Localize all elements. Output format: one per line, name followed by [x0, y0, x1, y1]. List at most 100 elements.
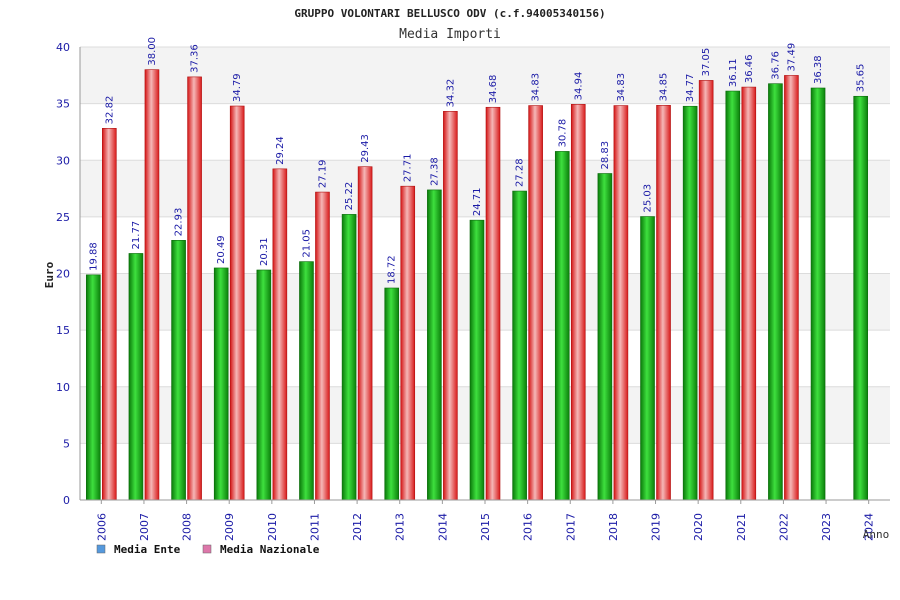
- bar-media-ente: [341, 214, 357, 501]
- x-tick-label: 2022: [777, 513, 790, 541]
- bar-media-nazionale: [443, 111, 458, 501]
- bar-media-nazionale: [357, 166, 373, 501]
- x-tick-label: 2021: [735, 513, 748, 541]
- data-label-media-ente: 19.88: [88, 242, 99, 271]
- bar-media-ente: [256, 269, 272, 501]
- data-label-media-nazionale: 32.82: [104, 96, 115, 125]
- data-label-media-nazionale: 27.19: [317, 159, 328, 188]
- bar-media-ente: [597, 173, 613, 501]
- x-tick-label: 2017: [564, 513, 577, 541]
- data-label-media-nazionale: 34.32: [445, 79, 456, 108]
- y-tick-label: 35: [56, 98, 70, 111]
- y-tick-label: 25: [56, 211, 70, 224]
- bar-media-nazionale: [272, 168, 288, 501]
- data-labels: 19.88 32.82 21.77 38.00 22.93 37.36 20.49 34.79…: [88, 37, 866, 284]
- data-label-media-ente: 36.38: [813, 55, 824, 84]
- bar-media-nazionale: [315, 191, 330, 501]
- bar-media-ente: [554, 151, 570, 501]
- data-label-media-ente: 36.76: [770, 51, 781, 80]
- y-tick-label: 20: [56, 268, 70, 281]
- data-label-media-ente: 21.77: [131, 221, 142, 250]
- bar-media-nazionale: [698, 80, 714, 501]
- bar-media-ente: [682, 105, 698, 501]
- chart-subtitle: Media Importi: [399, 27, 501, 42]
- legend-label-media-ente: Media Ente: [114, 543, 181, 556]
- x-tick-label: 2024: [863, 513, 876, 541]
- x-tick-label: 2008: [181, 513, 194, 541]
- data-label-media-nazionale: 27.71: [403, 154, 414, 183]
- data-label-media-ente: 27.28: [515, 158, 526, 187]
- y-axis-label: Euro: [43, 261, 56, 288]
- x-tick-label: 2020: [692, 513, 705, 541]
- bar-media-ente: [171, 240, 186, 501]
- bar-media-ente: [213, 267, 229, 501]
- y-tick-label: 30: [56, 154, 70, 167]
- x-tick-label: 2012: [351, 513, 364, 541]
- x-tick-label: 2010: [266, 513, 279, 541]
- data-label-media-ente: 25.03: [643, 184, 654, 213]
- data-label-media-nazionale: 29.24: [275, 136, 286, 165]
- bar-media-nazionale: [229, 105, 245, 501]
- bar-media-ente: [725, 90, 741, 501]
- data-label-media-ente: 30.78: [557, 119, 568, 148]
- data-label-media-ente: 36.11: [728, 58, 739, 87]
- bar-media-ente: [640, 216, 655, 501]
- x-tick-label: 2019: [650, 513, 663, 541]
- data-label-media-ente: 28.83: [600, 141, 611, 170]
- x-axis-ticks: 2006 2007 2008 2009 2010 2011 2012 2013 2014 2015…: [95, 500, 876, 541]
- data-label-media-ente: 25.22: [344, 182, 355, 211]
- x-tick-label: 2016: [522, 513, 535, 541]
- bar-media-ente: [768, 83, 783, 501]
- data-label-media-nazionale: 34.85: [659, 73, 670, 102]
- bar-media-nazionale: [570, 104, 586, 501]
- bar-media-ente: [299, 261, 314, 501]
- bar-media-ente: [427, 189, 442, 501]
- chart-title: GRUPPO VOLONTARI BELLUSCO ODV (c.f.94005…: [294, 7, 605, 20]
- data-label-media-nazionale: 34.83: [616, 73, 627, 102]
- data-label-media-ente: 35.65: [856, 64, 867, 93]
- data-label-media-nazionale: 37.49: [786, 43, 797, 72]
- data-label-media-ente: 22.93: [174, 208, 185, 237]
- bar-media-nazionale: [784, 75, 799, 501]
- x-tick-label: 2007: [138, 513, 151, 541]
- data-label-media-nazionale: 36.46: [744, 54, 755, 83]
- bar-media-nazionale: [613, 105, 629, 501]
- x-tick-label: 2006: [95, 513, 108, 541]
- data-label-media-ente: 20.49: [216, 235, 227, 264]
- bar-media-nazionale: [400, 185, 416, 501]
- bar-media-nazionale: [102, 128, 117, 501]
- x-tick-label: 2009: [223, 513, 236, 541]
- y-tick-label: 15: [56, 324, 70, 337]
- y-tick-label: 10: [56, 381, 70, 394]
- bar-media-nazionale: [144, 69, 160, 501]
- bar-media-nazionale: [187, 76, 202, 501]
- bar-media-ente: [853, 95, 868, 501]
- legend: Media Ente Media Nazionale: [96, 543, 320, 556]
- x-tick-label: 2011: [308, 513, 321, 541]
- data-label-media-ente: 20.31: [259, 237, 270, 266]
- data-label-media-nazionale: 37.36: [190, 44, 201, 73]
- bar-media-ente: [512, 190, 527, 501]
- y-tick-label: 0: [63, 494, 70, 507]
- y-axis-ticks: 0 5 10 15 20 25 30 35 40: [56, 41, 70, 507]
- bar-media-ente: [469, 219, 485, 501]
- bar-media-ente: [810, 87, 826, 501]
- data-label-media-nazionale: 38.00: [147, 37, 158, 66]
- data-label-media-ente: 27.38: [429, 157, 440, 186]
- x-tick-label: 2018: [607, 513, 620, 541]
- x-tick-label: 2014: [436, 513, 449, 541]
- data-label-media-nazionale: 34.94: [573, 72, 584, 101]
- data-label-media-nazionale: 34.79: [232, 73, 243, 102]
- y-tick-label: 40: [56, 41, 70, 54]
- bar-media-ente: [384, 287, 400, 501]
- y-tick-label: 5: [63, 437, 70, 450]
- bar-media-nazionale: [485, 106, 501, 501]
- data-label-media-ente: 34.77: [685, 74, 696, 103]
- x-tick-label: 2023: [820, 513, 833, 541]
- legend-label-media-nazionale: Media Nazionale: [220, 543, 320, 556]
- bar-media-nazionale: [656, 105, 671, 501]
- data-label-media-ente: 24.71: [472, 188, 483, 217]
- data-label-media-ente: 18.72: [387, 255, 398, 284]
- data-label-media-ente: 21.05: [301, 229, 312, 258]
